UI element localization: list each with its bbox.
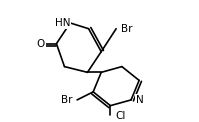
Text: N: N [136,95,143,105]
Text: Br: Br [61,95,72,105]
Text: HN: HN [55,18,70,28]
Text: O: O [37,39,45,49]
Text: Cl: Cl [115,111,125,121]
Text: Br: Br [121,24,132,34]
